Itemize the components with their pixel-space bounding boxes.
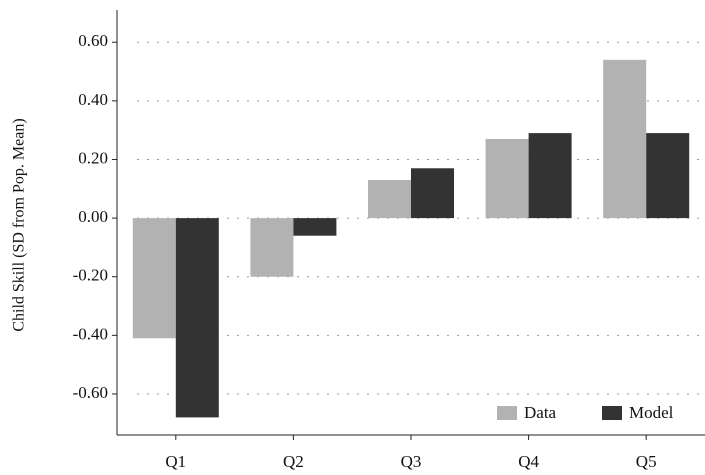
bar [528, 133, 572, 219]
x-tick-label: Q5 [636, 452, 657, 471]
bar [175, 218, 219, 418]
bar [411, 168, 454, 219]
bar [646, 133, 690, 219]
y-tick-label: 0.20 [78, 148, 108, 167]
y-tick-label: -0.40 [73, 324, 108, 343]
x-tick-label: Q4 [518, 452, 539, 471]
bar [132, 218, 176, 339]
legend-label: Data [524, 403, 557, 422]
legend-label: Model [629, 403, 674, 422]
bar [250, 218, 294, 277]
y-tick-label: 0.60 [78, 31, 108, 50]
bar [603, 59, 647, 219]
bar [293, 218, 337, 236]
y-tick-label: -0.20 [73, 266, 108, 285]
x-tick-label: Q1 [165, 452, 186, 471]
bar [485, 138, 529, 219]
x-tick-label: Q3 [401, 452, 422, 471]
legend-swatch [497, 406, 517, 420]
x-tick-label: Q2 [283, 452, 304, 471]
y-tick-label: 0.40 [78, 90, 108, 109]
legend-swatch [602, 406, 622, 420]
y-tick-label: -0.60 [73, 383, 108, 402]
y-tick-label: 0.00 [78, 207, 108, 226]
y-axis-label: Child Skill (SD from Pop. Mean) [11, 118, 28, 331]
bar [368, 180, 411, 219]
